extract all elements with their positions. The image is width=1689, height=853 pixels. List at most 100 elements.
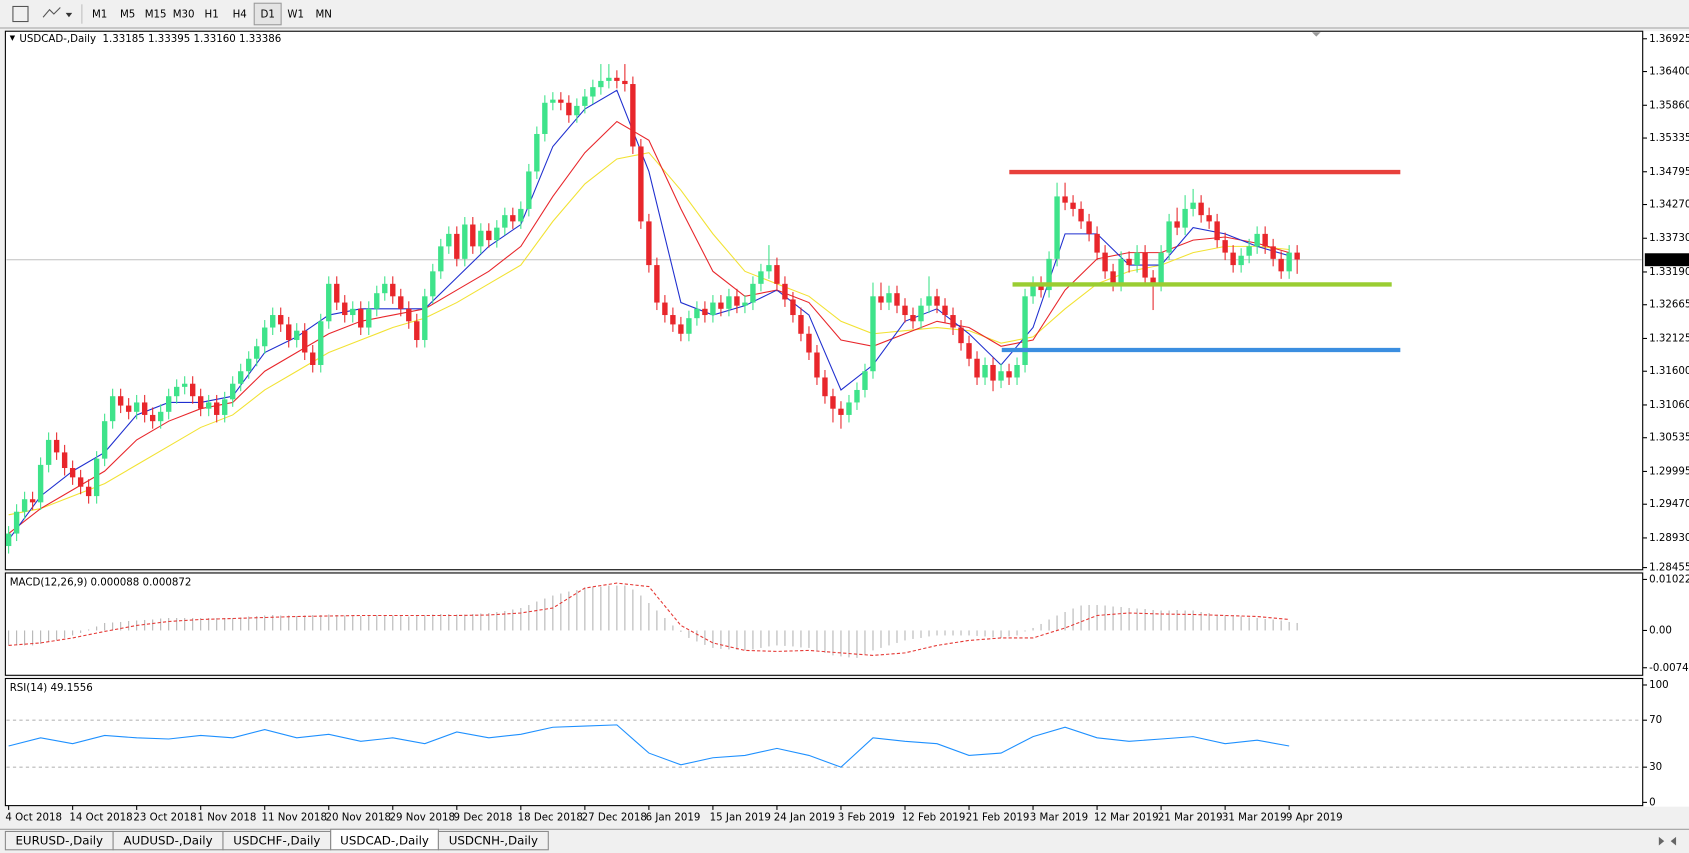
tab-label[interactable]: EURUSD-,Daily	[15, 834, 103, 848]
candle-body	[774, 265, 780, 284]
candle-body	[734, 296, 740, 306]
x-tick-label: 21 Mar 2019	[1158, 812, 1223, 823]
timeframe-button[interactable]	[142, 3, 170, 25]
candle-body	[918, 305, 924, 322]
candle-body	[630, 84, 636, 147]
x-tick-label: 18 Dec 2018	[518, 812, 583, 823]
candle-body	[1174, 221, 1180, 228]
candle-body	[390, 283, 396, 297]
timeframe-button[interactable]	[226, 3, 254, 25]
timeframe-label[interactable]: H4	[233, 10, 247, 21]
x-tick-label: 4 Oct 2018	[5, 812, 62, 823]
timeframe-label[interactable]: M1	[92, 10, 107, 21]
candle-body	[846, 402, 852, 415]
timeframe-label[interactable]: H1	[205, 10, 219, 21]
candle-body	[926, 296, 932, 306]
timeframe-label[interactable]: D1	[260, 10, 274, 21]
shift-marker	[1311, 32, 1321, 37]
candle-body	[85, 486, 92, 497]
timeframe-label[interactable]: M30	[173, 10, 195, 21]
timeframe-button[interactable]	[310, 3, 338, 25]
y-tick-label: 1.31060	[1649, 400, 1689, 411]
candle-body	[1262, 233, 1268, 247]
candle-body	[29, 499, 36, 503]
x-tick-label: 20 Nov 2018	[326, 812, 391, 823]
y-tick-label: 1.35860	[1649, 100, 1689, 111]
timeframe-label[interactable]: M15	[145, 10, 167, 21]
candle-body	[454, 233, 460, 259]
candle-body	[21, 499, 28, 512]
candle-body	[230, 383, 236, 400]
chart-menu-marker	[9, 35, 16, 41]
candle-body	[1118, 258, 1124, 284]
candle-body	[878, 296, 884, 303]
y-tick-label: 1.29995	[1649, 466, 1689, 477]
tab-scroll[interactable]	[1658, 836, 1677, 846]
tab[interactable]	[437, 830, 549, 851]
signal-line	[8, 582, 1290, 656]
candle-body	[5, 533, 12, 547]
candle-body	[1014, 364, 1020, 378]
candle-body	[718, 302, 724, 309]
candle-body	[694, 308, 700, 319]
timeframe-button[interactable]	[253, 2, 282, 26]
candle-body	[1038, 283, 1044, 291]
candle-body	[1078, 208, 1084, 222]
timeframe-button[interactable]	[198, 3, 226, 25]
timeframe-button[interactable]	[114, 3, 142, 25]
candle-body	[758, 271, 764, 284]
timeframe-label[interactable]: M5	[120, 10, 135, 21]
timeframe-button[interactable]	[86, 3, 114, 25]
candle-body	[526, 171, 532, 209]
candle-body	[1006, 371, 1012, 378]
crosshair-tool[interactable]	[12, 5, 29, 23]
y-tick-label: 1.34270	[1649, 200, 1689, 211]
last-price-tag	[1644, 253, 1689, 267]
candle-body	[582, 96, 588, 106]
candle-body	[942, 305, 948, 316]
candle-body	[750, 283, 756, 303]
candle-body	[502, 215, 508, 228]
tab-label[interactable]: USDCHF-,Daily	[233, 834, 320, 848]
candle-body	[646, 221, 652, 266]
candle-body	[406, 308, 412, 322]
candle-body	[686, 318, 692, 334]
timeframe-button[interactable]	[170, 3, 198, 25]
candle-body	[574, 105, 580, 116]
candle-body	[414, 321, 420, 341]
tool-dropdown[interactable]	[65, 12, 73, 18]
candle-body	[1286, 252, 1292, 272]
candle-body	[590, 87, 596, 97]
y-tick-label: 0.010229	[1649, 574, 1689, 585]
candle-body	[69, 468, 76, 478]
chart-title: USDCAD-,Daily 1.33185 1.33395 1.33160 1.…	[19, 34, 281, 45]
moving-average	[8, 152, 1290, 516]
rsi-line	[8, 724, 1290, 768]
x-tick-label: 29 Nov 2018	[390, 812, 455, 823]
x-tick-label: 3 Mar 2019	[1030, 812, 1088, 823]
candle-body	[198, 396, 204, 409]
candle-body	[342, 302, 348, 316]
timeframe-label[interactable]: MN	[315, 10, 331, 21]
candle-body	[766, 265, 772, 272]
timeframe-button[interactable]	[282, 3, 310, 25]
candle-body	[798, 315, 804, 334]
y-tick-label: 1.36400	[1649, 67, 1689, 78]
tab-label[interactable]: USDCNH-,Daily	[449, 834, 538, 848]
candle-body	[510, 215, 516, 222]
tab-label[interactable]: AUDUSD-,Daily	[123, 834, 212, 848]
candle-body	[470, 224, 476, 247]
candle-body	[478, 230, 484, 247]
line-tool[interactable]	[42, 7, 61, 18]
candle-body	[278, 315, 284, 325]
candle-body	[254, 346, 260, 359]
candle-body	[614, 77, 620, 81]
candle-body	[902, 305, 908, 316]
candle-body	[1150, 277, 1156, 284]
tab-label[interactable]: USDCAD-,Daily	[340, 834, 429, 848]
candle-body	[678, 324, 684, 334]
candle-body	[1110, 271, 1116, 284]
timeframe-label[interactable]: W1	[287, 10, 304, 21]
candle-body	[165, 396, 172, 412]
y-tick-label: 1.36925	[1649, 34, 1689, 45]
